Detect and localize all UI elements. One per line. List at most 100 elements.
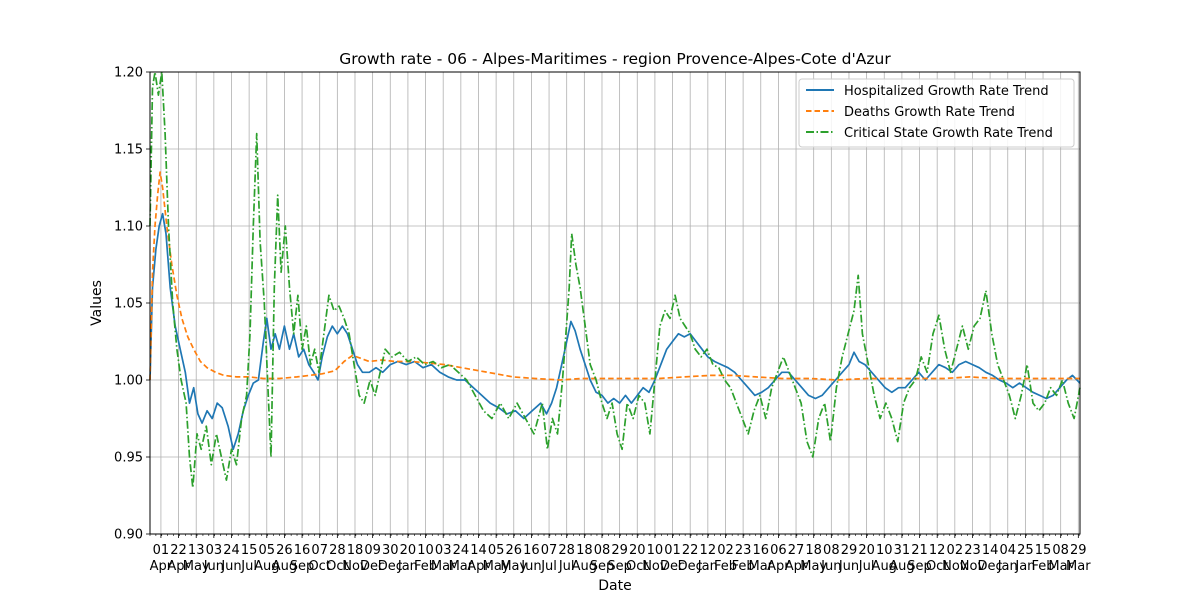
x-tick-day-label: 18 — [805, 543, 822, 558]
x-tick-day-label: 29 — [1070, 543, 1087, 558]
x-tick-month-label: Aug — [272, 559, 297, 574]
x-tick-day-label: 06 — [770, 543, 787, 558]
x-tick-day-label: 24 — [453, 543, 470, 558]
x-tick-day-label: 07 — [541, 543, 558, 558]
x-tick-month-label: Apr — [150, 559, 173, 574]
x-tick-day-label: 02 — [717, 543, 734, 558]
x-tick-month-label: Jan — [1014, 559, 1035, 574]
x-tick-month-label: Dec — [360, 559, 385, 574]
x-tick-day-label: 01 — [153, 543, 170, 558]
y-tick-label: 1.05 — [114, 297, 143, 312]
x-tick-month-label: Dec — [378, 559, 403, 574]
x-tick-month-label: Nov — [960, 559, 986, 574]
x-tick-day-label: 28 — [329, 543, 346, 558]
x-tick-month-label: Sep — [290, 559, 315, 574]
x-tick-day-label: 23 — [735, 543, 752, 558]
x-tick-month-label: Jul — [540, 559, 557, 574]
x-tick-month-label: May — [500, 559, 527, 574]
x-tick-day-label: 04 — [999, 543, 1016, 558]
x-tick-day-label: 28 — [558, 543, 575, 558]
x-tick-month-label: Apr — [785, 559, 808, 574]
x-tick-day-label: 12 — [700, 543, 717, 558]
x-axis: 01Apr22Apr13May03Jun24Jun15Jul05Aug26Aug… — [150, 534, 1091, 574]
x-tick-month-label: Aug — [572, 559, 597, 574]
x-tick-month-label: Nov — [342, 559, 368, 574]
x-tick-day-label: 16 — [523, 543, 540, 558]
series-line-deaths — [149, 171, 1080, 381]
x-tick-month-label: Aug — [872, 559, 897, 574]
x-tick-month-label: Jun — [820, 559, 841, 574]
x-tick-day-label: 27 — [788, 543, 805, 558]
x-tick-day-label: 29 — [611, 543, 628, 558]
x-tick-month-label: Aug — [889, 559, 914, 574]
x-tick-month-label: Jun — [520, 559, 541, 574]
y-tick-label: 0.95 — [114, 451, 143, 466]
x-tick-month-label: Jan — [397, 559, 418, 574]
x-tick-month-label: Mar — [431, 559, 456, 574]
x-tick-month-label: Dec — [678, 559, 703, 574]
x-tick-month-label: Sep — [907, 559, 932, 574]
x-tick-day-label: 20 — [629, 543, 646, 558]
x-tick-day-label: 15 — [241, 543, 258, 558]
x-tick-day-label: 03 — [206, 543, 223, 558]
y-tick-label: 1.10 — [114, 220, 143, 235]
x-tick-month-label: Jun — [838, 559, 859, 574]
x-tick-day-label: 26 — [276, 543, 293, 558]
x-tick-day-label: 10 — [647, 543, 664, 558]
x-tick-day-label: 14 — [982, 543, 999, 558]
x-tick-month-label: Mar — [449, 559, 474, 574]
x-tick-day-label: 22 — [170, 543, 187, 558]
x-tick-day-label: 05 — [259, 543, 276, 558]
x-tick-month-label: Feb — [714, 559, 737, 574]
x-tick-month-label: May — [800, 559, 827, 574]
x-tick-month-label: Nov — [642, 559, 668, 574]
x-tick-day-label: 20 — [400, 543, 417, 558]
x-tick-month-label: Oct — [308, 559, 330, 574]
x-tick-month-label: Apr — [167, 559, 190, 574]
x-tick-day-label: 20 — [858, 543, 875, 558]
x-tick-month-label: Dec — [660, 559, 685, 574]
legend-label-hospitalized: Hospitalized Growth Rate Trend — [844, 84, 1049, 99]
x-tick-day-label: 16 — [294, 543, 311, 558]
x-tick-day-label: 01 — [664, 543, 681, 558]
x-tick-day-label: 14 — [470, 543, 487, 558]
x-tick-day-label: 30 — [382, 543, 399, 558]
x-tick-month-label: Nov — [942, 559, 968, 574]
x-tick-month-label: Dec — [978, 559, 1003, 574]
x-tick-month-label: Mar — [748, 559, 773, 574]
x-tick-month-label: Feb — [1032, 559, 1055, 574]
x-tick-month-label: Jan — [697, 559, 718, 574]
x-tick-day-label: 23 — [964, 543, 981, 558]
series-line-critical — [149, 71, 1081, 489]
x-tick-day-label: 10 — [417, 543, 434, 558]
y-tick-label: 1.00 — [114, 374, 143, 389]
y-tick-label: 0.90 — [114, 528, 143, 543]
x-tick-month-label: Jan — [997, 559, 1018, 574]
x-tick-day-label: 08 — [823, 543, 840, 558]
x-tick-month-label: Mar — [1048, 559, 1073, 574]
x-tick-day-label: 24 — [223, 543, 240, 558]
x-tick-day-label: 09 — [364, 543, 381, 558]
y-axis: 0.90 0.95 1.00 1.05 1.10 1.15 1.20 — [114, 66, 150, 543]
x-tick-month-label: Feb — [414, 559, 437, 574]
series-line-hospitalized — [149, 212, 1081, 451]
x-tick-month-label: May — [483, 559, 510, 574]
x-tick-month-label: Oct — [326, 559, 348, 574]
x-tick-day-label: 05 — [488, 543, 505, 558]
x-tick-day-label: 31 — [894, 543, 911, 558]
x-tick-month-label: Jun — [203, 559, 224, 574]
x-axis-label: Date — [598, 578, 631, 594]
x-tick-day-label: 26 — [505, 543, 522, 558]
x-tick-day-label: 08 — [594, 543, 611, 558]
x-tick-day-label: 03 — [435, 543, 452, 558]
chart-title: Growth rate - 06 - Alpes-Maritimes - reg… — [339, 50, 891, 68]
legend-label-deaths: Deaths Growth Rate Trend — [844, 105, 1015, 120]
x-tick-month-label: Sep — [607, 559, 632, 574]
x-tick-month-label: Oct — [626, 559, 648, 574]
x-tick-month-label: Oct — [926, 559, 948, 574]
x-tick-day-label: 29 — [841, 543, 858, 558]
x-tick-day-label: 16 — [752, 543, 769, 558]
x-tick-day-label: 18 — [576, 543, 593, 558]
x-tick-month-label: Jul — [240, 559, 257, 574]
